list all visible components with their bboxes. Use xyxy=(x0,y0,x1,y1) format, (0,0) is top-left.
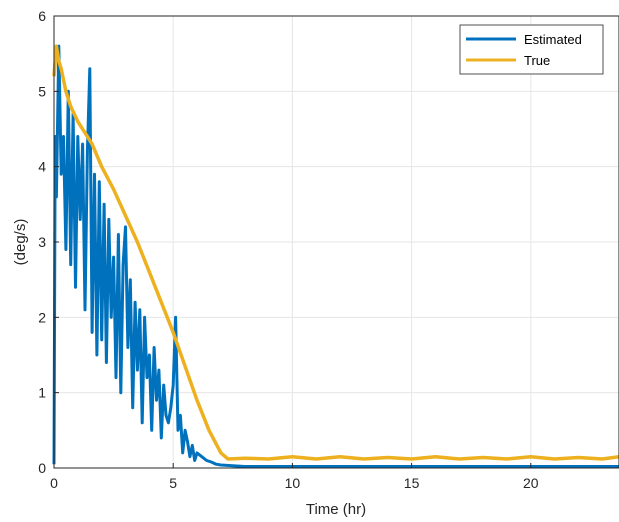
legend-box xyxy=(459,24,604,75)
legend: Estimated True xyxy=(459,24,604,75)
x-tick-label: 20 xyxy=(523,475,539,491)
y-tick-label: 4 xyxy=(38,159,46,175)
y-tick-label: 3 xyxy=(38,234,46,250)
y-tick-label: 6 xyxy=(38,8,46,24)
y-tick-label: 5 xyxy=(38,83,46,99)
y-axis-title: (deg/s) xyxy=(12,219,29,266)
x-axis: 0 5 10 15 20 xyxy=(50,463,539,491)
legend-label-true: True xyxy=(524,53,550,68)
x-axis-title: Time (hr) xyxy=(306,501,366,518)
x-tick-label: 5 xyxy=(169,475,177,491)
x-tick-label: 0 xyxy=(50,475,58,491)
y-axis: 0 1 2 3 4 5 6 xyxy=(38,8,59,476)
y-tick-label: 2 xyxy=(38,309,46,325)
x-tick-label: 10 xyxy=(285,475,301,491)
series-line-true xyxy=(52,44,619,461)
grid xyxy=(54,16,619,468)
y-tick-label: 0 xyxy=(38,460,46,476)
series-line-estimated xyxy=(52,44,619,468)
series-layer xyxy=(52,44,619,468)
y-tick-label: 1 xyxy=(38,385,46,401)
legend-label-estimated: Estimated xyxy=(524,32,582,47)
x-tick-label: 15 xyxy=(404,475,420,491)
